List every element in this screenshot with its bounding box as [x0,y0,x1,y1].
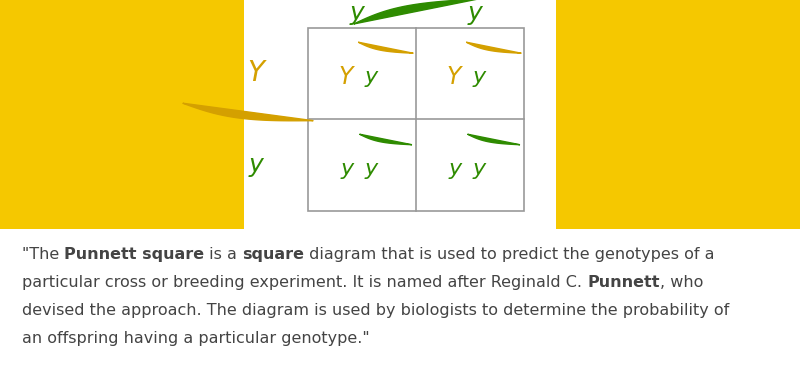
Text: devised the approach. The diagram is used by biologists to determine the probabi: devised the approach. The diagram is use… [22,303,730,319]
Polygon shape [358,42,414,53]
Text: particular cross or breeding experiment. It is named after Reginald C.: particular cross or breeding experiment.… [22,275,587,291]
Polygon shape [359,134,412,145]
Text: diagram that is used to predict the genotypes of a: diagram that is used to predict the geno… [305,247,715,262]
Bar [308,28,524,211]
Text: an offspring having a particular genotype.": an offspring having a particular genotyp… [22,331,370,347]
Text: y: y [468,1,482,25]
Text: y: y [364,67,378,87]
Text: is a: is a [205,247,242,262]
Text: Y: Y [339,65,354,89]
Polygon shape [182,103,314,121]
Text: y: y [340,159,354,179]
Text: , who: , who [660,275,703,291]
Polygon shape [467,134,520,145]
Text: Y: Y [247,59,265,87]
Text: y: y [364,159,378,179]
Text: "The: "The [22,247,64,262]
Polygon shape [354,0,478,24]
Text: y: y [472,159,486,179]
Text: y: y [249,153,263,177]
Polygon shape [466,42,522,53]
Text: Punnett square: Punnett square [64,247,205,262]
Text: square: square [242,247,305,262]
Text: y: y [448,159,462,179]
Text: y: y [350,1,364,25]
Text: Punnett: Punnett [587,275,660,291]
Bar [244,0,556,229]
Text: Y: Y [447,65,462,89]
Text: y: y [472,67,486,87]
